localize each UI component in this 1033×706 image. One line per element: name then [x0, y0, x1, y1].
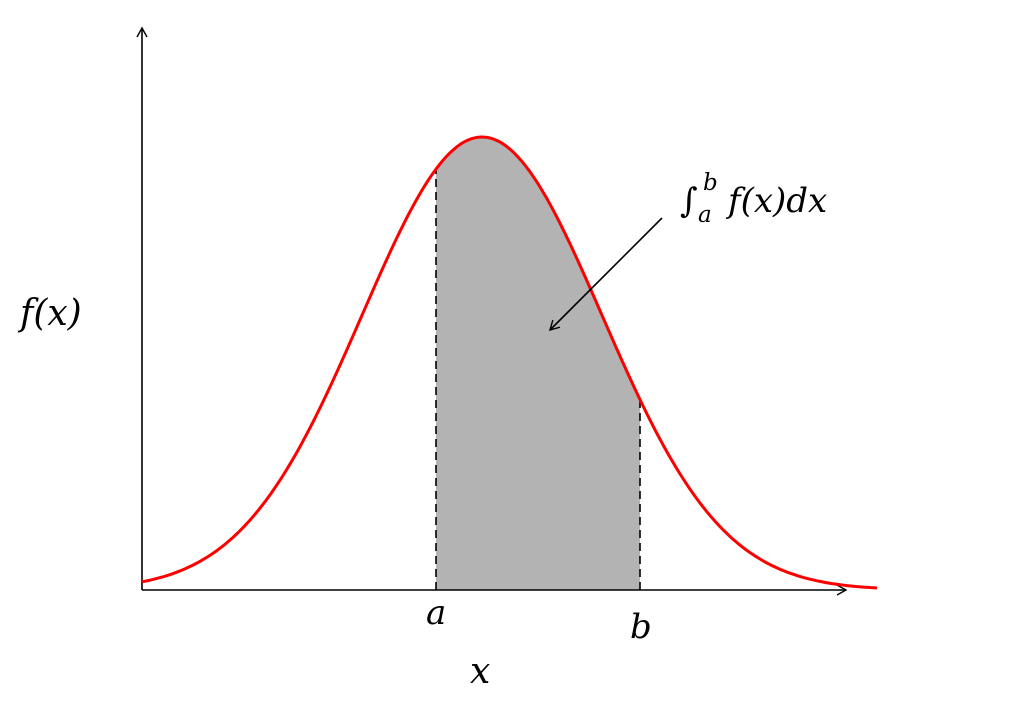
- upper-limit-label: b: [630, 607, 652, 647]
- x-axis-label: x: [470, 651, 490, 692]
- y-axis-label: f(x): [17, 293, 82, 334]
- shaded-area: [436, 137, 640, 590]
- density-curve: [141, 135, 878, 590]
- integral-upper-limit: b: [703, 170, 718, 196]
- integral-lower-limit: a: [698, 202, 712, 228]
- integral-sign: ∫: [680, 181, 698, 221]
- integral-label: ∫ b a f(x)dx: [680, 170, 827, 228]
- lower-limit-label: a: [426, 593, 446, 633]
- integrand: f(x)dx: [725, 181, 827, 221]
- annotation-arrow: [548, 217, 663, 332]
